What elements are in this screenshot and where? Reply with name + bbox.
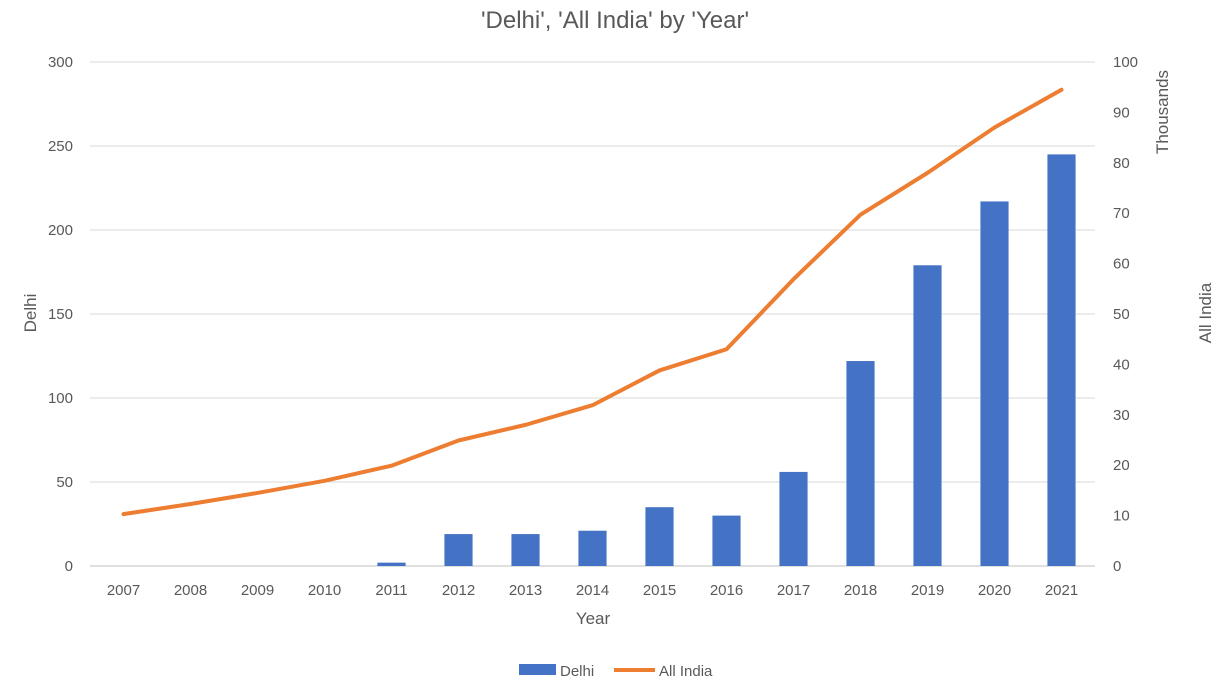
point-2015 <box>659 369 660 371</box>
y-right-tick-label: 50 <box>1113 306 1130 323</box>
legend: Delhi All India <box>519 663 713 680</box>
x-axis-title: Year <box>576 609 611 628</box>
point-2021 <box>1061 89 1062 91</box>
x-tick-label: 2014 <box>576 582 609 599</box>
bar-2020 <box>980 201 1009 566</box>
bar-series-delhi <box>377 154 1076 566</box>
point-2008 <box>190 503 191 505</box>
line-series-all-india <box>121 87 1064 517</box>
y-right-tick-label: 80 <box>1113 155 1130 172</box>
y-left-tick-label: 300 <box>48 54 73 71</box>
bar-2016 <box>712 515 741 566</box>
x-tick-label: 2019 <box>911 582 944 599</box>
bar-2015 <box>645 507 674 566</box>
y-right-axis-title: All India <box>1196 282 1215 343</box>
bar-2019 <box>913 265 942 566</box>
y-left-tick-label: 150 <box>48 306 73 323</box>
chart-title: 'Delhi', 'All India' by 'Year' <box>481 7 749 34</box>
point-2012 <box>458 440 459 442</box>
bar-2017 <box>779 471 808 566</box>
point-2017 <box>793 278 794 280</box>
x-tick-label: 2013 <box>509 582 542 599</box>
legend-swatch-delhi <box>519 664 556 675</box>
legend-label-delhi: Delhi <box>560 663 594 680</box>
bar-2014 <box>578 530 607 566</box>
y-right-tick-label: 0 <box>1113 558 1121 575</box>
point-2010 <box>324 480 325 482</box>
x-axis-ticks: 2007 2008 2009 2010 2011 2012 2013 2014 2015 2016… <box>107 582 1078 599</box>
y-right-tick-label: 70 <box>1113 205 1130 222</box>
y-left-tick-label: 200 <box>48 222 73 239</box>
point-2009 <box>257 492 258 494</box>
x-tick-label: 2007 <box>107 582 140 599</box>
x-tick-label: 2009 <box>241 582 274 599</box>
y-right-axis-unit-label: Thousands <box>1153 70 1172 154</box>
point-2020 <box>994 127 995 129</box>
y-right-tick-label: 60 <box>1113 256 1130 273</box>
x-tick-label: 2015 <box>643 582 676 599</box>
y-left-tick-label: 250 <box>48 138 73 155</box>
y-right-tick-label: 40 <box>1113 356 1130 373</box>
y-left-tick-label: 100 <box>48 390 73 407</box>
x-tick-label: 2017 <box>777 582 810 599</box>
x-tick-label: 2020 <box>978 582 1011 599</box>
bar-2018 <box>846 361 875 566</box>
y-right-tick-label: 100 <box>1113 54 1138 71</box>
bar-2021 <box>1047 154 1076 566</box>
x-tick-label: 2012 <box>442 582 475 599</box>
y-left-axis-ticks: 0 50 100 150 200 250 300 <box>48 54 73 575</box>
point-2013 <box>525 424 526 426</box>
x-tick-label: 2008 <box>174 582 207 599</box>
y-right-tick-label: 20 <box>1113 457 1130 474</box>
point-2019 <box>927 172 928 174</box>
x-tick-label: 2018 <box>844 582 877 599</box>
y-right-tick-label: 30 <box>1113 407 1130 424</box>
y-left-tick-label: 50 <box>56 474 73 491</box>
x-tick-label: 2016 <box>710 582 743 599</box>
point-2016 <box>726 348 727 350</box>
point-2014 <box>592 404 593 406</box>
bar-2012 <box>444 534 473 566</box>
bar-2011 <box>377 562 406 566</box>
point-2007 <box>123 513 124 515</box>
y-left-tick-label: 0 <box>65 558 73 575</box>
x-tick-label: 2010 <box>308 582 341 599</box>
x-tick-label: 2021 <box>1045 582 1078 599</box>
y-right-tick-label: 90 <box>1113 104 1130 121</box>
y-left-axis-title: Delhi <box>21 294 40 333</box>
gridlines <box>90 61 1095 567</box>
y-right-axis-ticks: 0 10 20 30 40 50 60 70 80 90 100 <box>1113 54 1138 575</box>
point-2011 <box>391 465 392 467</box>
y-right-tick-label: 10 <box>1113 508 1130 525</box>
legend-label-all-india: All India <box>659 663 713 680</box>
bar-2013 <box>511 534 540 566</box>
x-tick-label: 2011 <box>375 582 407 599</box>
point-2018 <box>860 214 861 216</box>
